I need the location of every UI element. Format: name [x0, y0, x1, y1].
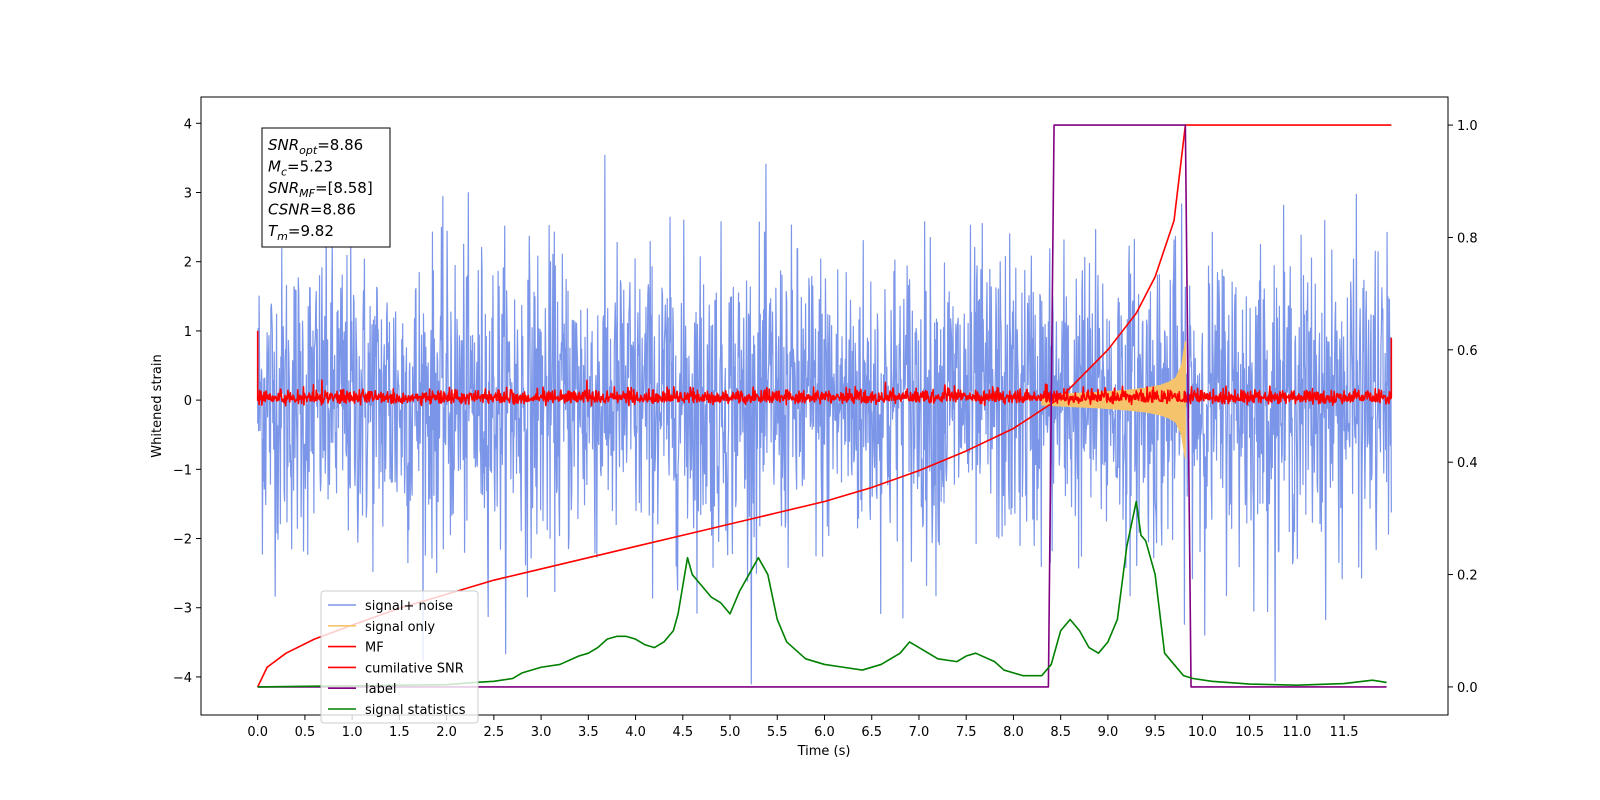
y2-tick-label: 1.0: [1457, 119, 1478, 134]
y-tick-label: 0: [184, 394, 192, 409]
y-tick-label: −2: [173, 533, 192, 548]
y-tick-label: 3: [184, 187, 192, 202]
y2-tick-label: 0.8: [1457, 231, 1478, 246]
x-tick-label: 9.0: [1098, 725, 1119, 740]
series-label-line: [257, 124, 1387, 688]
x-tick-label: 0.5: [295, 725, 316, 740]
x-tick-label: 7.5: [956, 725, 977, 740]
x-tick-label: 7.0: [909, 725, 930, 740]
x-tick-label: 11.5: [1330, 725, 1359, 740]
x-tick-label: 2.5: [484, 725, 505, 740]
x-axis: 0.0 0.5 1.0 1.5 2.0 2.5 3.0 3.5 4.0 4.5 5.0 5.5 6.0 6…: [247, 715, 1359, 740]
y2-axis: 1.0 0.8 0.6 0.4 0.2 0.0: [1448, 119, 1478, 696]
stats-box-frame: [261, 127, 391, 248]
legend-frame: [320, 590, 479, 724]
x-tick-label: 11.0: [1282, 725, 1311, 740]
x-tick-label: 4.5: [672, 725, 693, 740]
y-tick-label: −4: [173, 671, 192, 686]
y2-tick-label: 0.0: [1457, 681, 1478, 696]
stat-line: Tm=9.82: [268, 222, 334, 243]
stat-line: SNRMF=[8.58]: [268, 179, 373, 200]
x-tick-label: 10.0: [1188, 725, 1217, 740]
y2-tick-label: 0.4: [1457, 456, 1478, 471]
series-signal-statistics-line: [257, 500, 1387, 688]
legend-label: cumilative SNR: [365, 661, 464, 676]
x-tick-label: 5.5: [767, 725, 788, 740]
x-tick-label: 8.0: [1003, 725, 1024, 740]
y-tick-label: 1: [184, 325, 192, 340]
y2-tick-label: 0.6: [1457, 344, 1478, 359]
legend-label: label: [365, 682, 396, 697]
y2-tick-label: 0.2: [1457, 569, 1478, 584]
x-tick-label: 3.0: [531, 725, 552, 740]
legend-label: signal+ noise: [365, 599, 453, 614]
x-tick-label: 5.0: [720, 725, 741, 740]
y-axis: 4 3 2 1 0 −1 −2 −3 −4: [173, 117, 201, 686]
stat-line: Mc=5.23: [268, 158, 333, 179]
y-tick-label: 2: [184, 256, 192, 271]
y-axis-label: Whitened strain: [150, 354, 165, 457]
stat-line: SNRopt=8.86: [268, 136, 363, 157]
x-tick-label: 9.5: [1145, 725, 1166, 740]
x-tick-label: 3.5: [578, 725, 599, 740]
x-tick-label: 10.5: [1235, 725, 1264, 740]
x-tick-label: 6.0: [814, 725, 835, 740]
x-tick-label: 1.5: [389, 725, 410, 740]
legend-label: signal only: [365, 620, 435, 635]
x-tick-label: 4.0: [625, 725, 646, 740]
x-tick-label: 2.0: [436, 725, 457, 740]
y-tick-label: −3: [173, 602, 192, 617]
y-tick-label: 4: [184, 117, 192, 132]
series-signal-noise-line: [257, 154, 1392, 685]
y-tick-label: −1: [173, 463, 192, 478]
x-tick-label: 6.5: [861, 725, 882, 740]
legend-label: MF: [365, 641, 384, 656]
series-mf-line: [256, 330, 1393, 407]
x-tick-label: 0.0: [247, 725, 268, 740]
stat-line: CSNR=8.86: [268, 201, 356, 219]
legend: signal+ noise signal only MF cumilative SNR…: [320, 590, 479, 724]
legend-label: signal statistics: [365, 703, 466, 718]
x-tick-label: 1.0: [342, 725, 363, 740]
x-axis-label: Time (s): [797, 744, 851, 759]
x-tick-label: 8.5: [1050, 725, 1071, 740]
